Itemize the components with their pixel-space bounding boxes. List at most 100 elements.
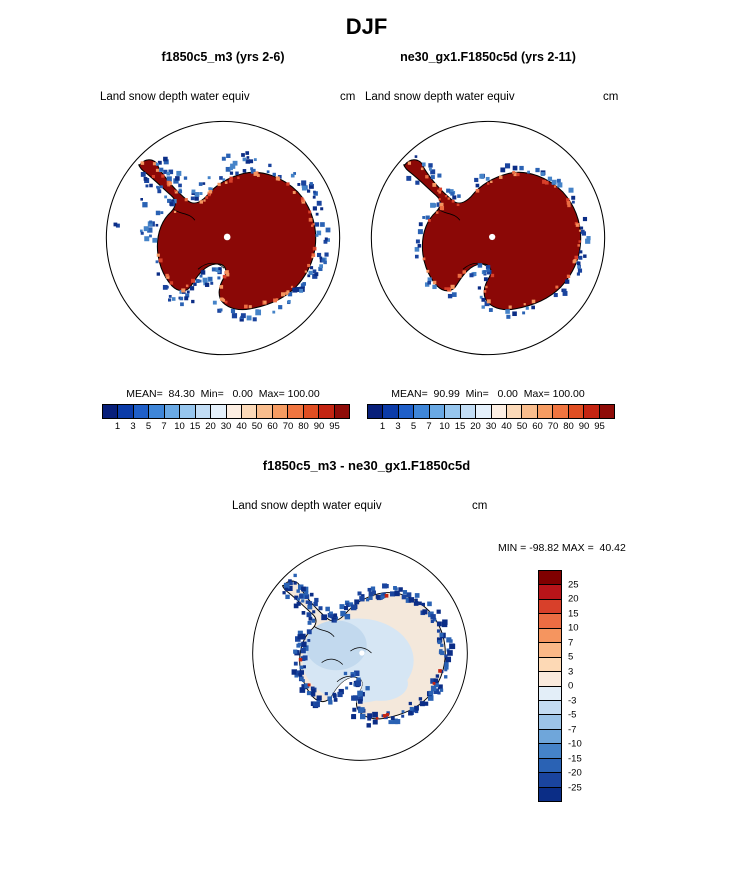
colorbar-cell (428, 405, 445, 418)
map3-interior-contour (350, 647, 372, 654)
colorbar-cell (444, 405, 460, 418)
colorbar-cell (287, 405, 303, 418)
colorbar-cell (567, 405, 584, 418)
colorbar-cell (132, 405, 149, 418)
colorbar-cell (459, 405, 476, 418)
panel2-colorbar-ticks: 1 3 5 7 10 15 20 30 40 50 60 70 80 90 95 (367, 419, 615, 432)
colorbar-tick-label: 20 (470, 421, 481, 432)
panel1-colorbar-cells (102, 404, 350, 419)
panel2-colorbar: 1 3 5 7 10 15 20 30 40 50 60 70 80 90 95 (367, 404, 615, 432)
colorbar-tick-label: -15 (568, 753, 582, 764)
map-antarctica-model2 (370, 120, 606, 356)
colorbar-tick-label: 20 (205, 421, 216, 432)
colorbar-cell (271, 405, 288, 418)
colorbar-cell (539, 613, 561, 628)
diff-colorbar-cells (538, 570, 562, 802)
colorbar-tick-label: -20 (568, 767, 582, 779)
colorbar-tick-label: 20 (568, 593, 579, 605)
colorbar-cell (539, 627, 561, 643)
colorbar-tick-label: 40 (236, 421, 247, 432)
panel2-field-label: Land snow depth water equiv (365, 91, 515, 103)
panel1-colorbar-ticks: 1 3 5 7 10 15 20 30 40 50 60 70 80 90 95 (102, 419, 350, 432)
colorbar-tick-label: 10 (439, 421, 450, 432)
colorbar-cell (539, 728, 561, 744)
colorbar-cell (539, 584, 561, 599)
colorbar-tick-label: 70 (547, 421, 559, 432)
diff-title: f1850c5_m3 - ne30_gx1.F1850c5d (262, 458, 471, 473)
colorbar-tick-label: 25 (568, 579, 579, 590)
colorbar-tick-label: -3 (568, 695, 577, 706)
map3-interior-shading (302, 618, 414, 703)
colorbar-cell (598, 405, 614, 418)
colorbar-cell (539, 757, 561, 773)
map1-data-speckles (113, 151, 331, 322)
colorbar-tick-label: 50 (251, 421, 263, 432)
colorbar-cell (103, 405, 118, 418)
colorbar-cell (539, 772, 561, 787)
panel2-title: ne30_gx1.F1850c5d (yrs 2-11) (400, 50, 576, 64)
map-antarctica-model1 (105, 120, 341, 356)
colorbar-cell (583, 405, 599, 418)
map3-ice-shelf-contour (313, 625, 335, 637)
panel2-stats: MEAN= 90.99 Min= 0.00 Max= 100.00 (391, 388, 585, 400)
colorbar-cell (397, 405, 414, 418)
colorbar-tick-label: 1 (114, 421, 121, 432)
colorbar-tick-label: 7 (426, 421, 432, 432)
map3-lightblue-region (354, 666, 408, 701)
colorbar-cell (333, 405, 349, 418)
colorbar-cell (413, 405, 429, 418)
colorbar-tick-label: 60 (532, 421, 543, 432)
colorbar-tick-label: 3 (130, 421, 136, 432)
colorbar-tick-label: 7 (161, 421, 167, 432)
map2-pole-hole (489, 233, 496, 241)
colorbar-cell (163, 405, 180, 418)
map3-interior-contour (321, 658, 344, 665)
colorbar-tick-label: 90 (578, 421, 590, 432)
colorbar-cell (552, 405, 568, 418)
colorbar-tick-label: 5 (145, 421, 152, 432)
colorbar-cell (539, 671, 561, 686)
colorbar-tick-label: 80 (563, 421, 574, 432)
colorbar-tick-label: -10 (568, 738, 582, 750)
colorbar-cell (505, 405, 522, 418)
colorbar-cell (521, 405, 537, 418)
map1-ice-shelf-contour (172, 208, 196, 221)
map1-pole-hole (223, 233, 231, 241)
colorbar-tick-label: 95 (594, 421, 605, 432)
colorbar-cell (256, 405, 272, 418)
map3-lightblue-region (305, 620, 367, 671)
panel1-units-label: cm (340, 91, 356, 103)
diff-field-label: Land snow depth water equiv (232, 500, 382, 512)
diff-units-label: cm (472, 500, 488, 512)
colorbar-tick-label: 7 (568, 637, 574, 648)
colorbar-tick-label: 3 (395, 421, 401, 432)
colorbar-tick-label: 50 (516, 421, 528, 432)
colorbar-cell (539, 685, 561, 700)
colorbar-cell (179, 405, 195, 418)
colorbar-tick-label: 5 (568, 651, 574, 663)
colorbar-tick-label: 10 (174, 421, 185, 432)
colorbar-tick-label: 0 (568, 680, 574, 692)
colorbar-cell (539, 642, 561, 657)
colorbar-cell (368, 405, 383, 418)
figure-title: DJF (345, 14, 388, 39)
map3-data-speckles (282, 573, 456, 728)
colorbar-cell (539, 743, 561, 758)
colorbar-cell (210, 405, 226, 418)
colorbar-tick-label: -7 (568, 724, 577, 735)
map3-pole-hole (359, 650, 365, 656)
map1-ice-shelf-contour (197, 262, 225, 270)
panel1-stats: MEAN= 84.30 Min= 0.00 Max= 100.00 (126, 388, 320, 400)
colorbar-cell (475, 405, 491, 418)
map2-data-speckles (406, 155, 591, 319)
colorbar-cell (148, 405, 164, 418)
colorbar-tick-label: -5 (568, 709, 577, 721)
panel1-colorbar: 1 3 5 7 10 15 20 30 40 50 60 70 80 90 95 (102, 404, 350, 432)
diff-minmax: MIN = -98.82 MAX = 40.42 (498, 542, 626, 554)
colorbar-tick-label: 70 (282, 421, 294, 432)
colorbar-tick-label: 90 (313, 421, 325, 432)
colorbar-tick-label: 3 (568, 666, 574, 677)
colorbar-cell (539, 786, 561, 801)
map-antarctica-difference (252, 545, 468, 761)
panel2-colorbar-cells (367, 404, 615, 419)
